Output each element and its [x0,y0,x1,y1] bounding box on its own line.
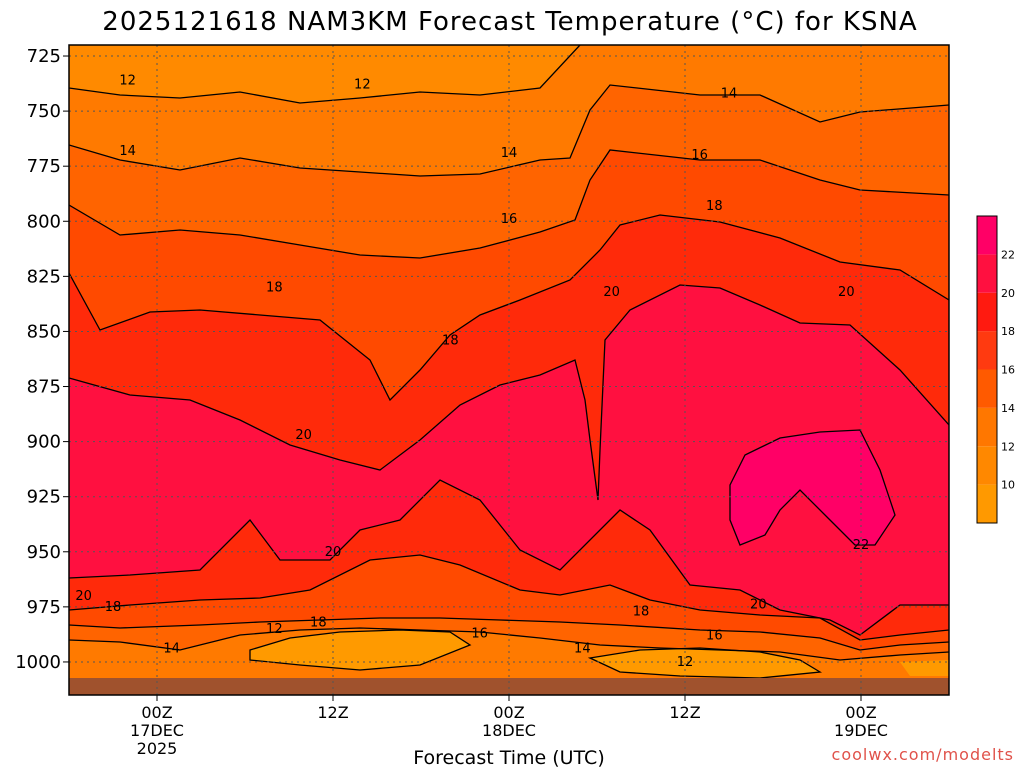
grid-lines [69,45,949,695]
contour-label: 14 [574,642,591,657]
contour-label: 18 [442,333,459,348]
colorbar-label: 10 [1001,479,1015,492]
plot-area: 12 12 14 14 14 16 16 18 18 18 20 20 20 20 20 18 18 12 14 16… [69,45,949,695]
contour-label: 12 [354,78,371,93]
colorbar-label: 16 [1001,364,1015,377]
x-tick-label: 00Z [845,703,876,722]
contour-label: 12 [119,73,136,88]
x-tick-label: 18DEC [482,721,536,740]
x-tick-label: 12Z [669,703,700,722]
colorbar-swatch [977,331,997,370]
colorbar-label: 14 [1001,402,1015,415]
contour-label: 16 [471,626,488,641]
colorbar-swatch [977,254,997,293]
contour-label: 14 [721,86,738,101]
contour-label: 18 [310,615,327,630]
contour-label: 16 [706,629,723,644]
colorbar: 10 12 14 16 18 20 22 [976,215,1015,524]
colorbar-label: 12 [1001,440,1015,453]
terrain-ground [69,678,949,695]
contour-label: 16 [691,148,708,163]
x-tick-label: 00Z [493,703,524,722]
y-tick-label: 825 [27,266,61,287]
colorbar-swatch [977,216,997,255]
contour-label: 14 [163,642,180,657]
region-gt22 [730,430,895,545]
contour-labels: 12 12 14 14 14 16 16 18 18 18 20 20 20 20 20 18 18 12 14 16… [75,73,870,670]
band-low-lt12 [250,630,949,678]
y-tick-label: 900 [27,432,61,453]
y-axis: 725 750 775 800 825 850 875 900 925 950 975 1000 [15,46,69,673]
contour-label: 18 [105,600,122,615]
y-tick-label: 950 [27,542,61,563]
contour-label: 12 [266,622,283,637]
y-tick-label: 875 [27,377,61,398]
contour-label: 22 [853,538,870,553]
contour-label: 20 [75,589,92,604]
contour-label: 20 [603,285,620,300]
colorbar-label: 20 [1001,287,1015,300]
y-tick-label: 750 [27,101,61,122]
x-tick-label: 00Z [141,703,172,722]
colorbar-swatch [977,369,997,408]
contour-label: 20 [325,545,342,560]
y-tick-label: 800 [27,211,61,232]
x-tick-label: 19DEC [834,721,888,740]
contour-label: 20 [838,285,855,300]
credit-link[interactable]: coolwx.com/modelts [832,745,1014,764]
contour-label: 18 [706,199,723,214]
contour-label: 20 [750,598,767,613]
contour-label: 14 [119,144,136,159]
x-axis-title: Forecast Time (UTC) [413,747,604,768]
contour-label: 12 [677,655,694,670]
contour-label: 16 [501,212,518,227]
colorbar-label: 22 [1001,248,1015,261]
y-tick-label: 975 [27,597,61,618]
colorbar-swatch [977,446,997,485]
contour-label: 18 [266,280,283,295]
chart-title: 2025121618 NAM3KM Forecast Temperature (… [102,7,917,37]
contour-label: 20 [295,428,312,443]
x-tick-label: 17DEC [130,721,184,740]
x-tick-label: 2025 [137,739,178,758]
x-tick-label: 12Z [317,703,348,722]
colorbar-swatch [977,484,997,523]
colorbar-swatch [977,407,997,447]
y-tick-label: 775 [27,156,61,177]
colorbar-label: 18 [1001,325,1015,338]
y-tick-label: 925 [27,487,61,508]
contour-lines [69,45,949,679]
contour-label: 14 [501,146,518,161]
colorbar-swatch [977,292,997,332]
colorbar-frame [976,215,998,524]
y-tick-label: 850 [27,321,61,342]
y-tick-label: 1000 [15,652,61,673]
contour-label: 18 [633,604,650,619]
y-tick-label: 725 [27,46,61,67]
